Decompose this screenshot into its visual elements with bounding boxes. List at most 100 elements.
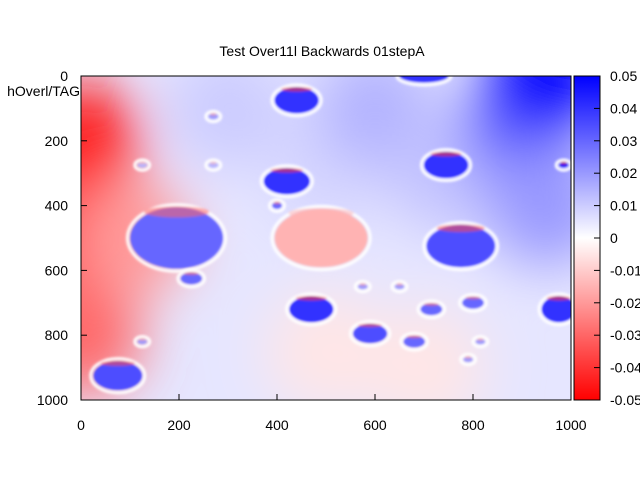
inclusion-edge <box>476 337 484 341</box>
inclusion-body <box>263 168 310 195</box>
inclusion-halo <box>259 164 314 199</box>
y-axis: 0 200 400 600 800 1000 <box>37 68 87 408</box>
colorbar-gradient <box>573 75 601 401</box>
inclusion-halo <box>416 299 447 320</box>
inclusion-edge <box>281 86 313 92</box>
inclusion <box>399 331 429 352</box>
inclusion-edge <box>100 360 135 366</box>
field-sample <box>486 145 571 266</box>
inclusion-halo <box>420 148 473 183</box>
inclusion-body <box>403 335 425 348</box>
colorbar <box>573 75 601 401</box>
colorbar-tick-label: 0 <box>610 230 618 246</box>
colorbar-tick-label: -0.04 <box>610 360 640 376</box>
inclusion <box>420 148 473 183</box>
inclusion-body <box>541 296 571 323</box>
inclusion-halo <box>270 204 372 272</box>
inclusion-edge <box>546 295 571 301</box>
inclusion-edge <box>423 302 439 306</box>
inclusion-halo <box>353 280 372 294</box>
inclusion <box>259 164 314 199</box>
inclusion-edge <box>138 337 146 341</box>
inclusion-halo <box>89 357 147 395</box>
inclusion-halo <box>537 292 571 327</box>
inclusion-edge <box>138 161 146 165</box>
inclusion-edge <box>406 335 422 339</box>
inclusion-edge <box>273 201 281 205</box>
inclusion <box>422 221 500 272</box>
inclusion <box>270 204 372 272</box>
inclusion-edge <box>396 282 403 286</box>
inclusion-body <box>274 208 368 268</box>
colorbar-tick-label: -0.02 <box>610 295 640 311</box>
inclusion-halo <box>390 280 409 294</box>
inclusion-halo <box>133 158 152 172</box>
inclusion <box>126 203 228 273</box>
x-tick-label: 1000 <box>555 417 586 433</box>
field-sample <box>168 76 288 169</box>
colorbar-tick-label: 0.02 <box>610 165 637 181</box>
inclusion <box>537 292 571 327</box>
inclusion-halo <box>126 203 228 273</box>
inclusion-edge <box>209 161 217 165</box>
y-tick-label: 200 <box>45 133 69 149</box>
x-axis: 0 200 400 600 800 1000 <box>77 394 587 433</box>
inclusion <box>353 280 372 294</box>
colorbar-tick-label: 0.01 <box>610 198 637 214</box>
inclusion <box>285 292 338 327</box>
plot-frame <box>80 75 572 401</box>
inclusion-halo <box>204 109 223 124</box>
y-tick-label: 600 <box>45 262 69 278</box>
inclusion-edge <box>407 69 441 72</box>
inclusion-edge <box>143 206 210 218</box>
x-tick-label: 800 <box>461 417 485 433</box>
y-tick-label: 1000 <box>37 392 68 408</box>
inclusion <box>176 268 207 289</box>
colorbar-tick-label: 0.04 <box>610 100 637 116</box>
inclusion <box>416 299 447 320</box>
inclusion-halo <box>458 292 488 313</box>
y-tick-label: 800 <box>45 327 69 343</box>
inclusion-halo <box>422 221 500 272</box>
inclusion-edge <box>560 161 568 165</box>
inclusion <box>471 335 490 349</box>
colorbar-axis: 0.05 0.04 0.03 0.02 0.01 0 -0.01 -0.02 -0.03 -0.0… <box>594 68 640 408</box>
inclusion <box>459 352 478 367</box>
inclusion <box>89 357 147 395</box>
inclusion-halo <box>471 335 490 349</box>
colorbar-tick-label: -0.05 <box>610 392 640 408</box>
y-axis-label: hOverl/TAG <box>7 83 80 99</box>
inclusion-body <box>130 207 224 269</box>
inclusion-halo <box>285 292 338 327</box>
inclusion-edge <box>464 355 472 359</box>
inclusion-body <box>462 296 484 309</box>
inclusion <box>133 158 152 172</box>
x-tick-label: 600 <box>363 417 387 433</box>
inclusion-halo <box>399 331 429 352</box>
inclusion-halo <box>459 352 478 367</box>
inclusion-edge <box>183 272 199 276</box>
inclusion <box>348 319 392 348</box>
inclusion-edge <box>436 224 485 232</box>
inclusion-body <box>424 152 469 179</box>
inclusion <box>268 198 286 213</box>
inclusion-edge <box>359 282 367 286</box>
chart-title: Test Over11l Backwards 01stepA <box>219 43 425 59</box>
inclusion-body <box>272 202 282 209</box>
inclusion-body <box>426 225 496 268</box>
inclusion <box>270 83 323 118</box>
inclusion-halo <box>348 319 392 348</box>
inclusion-edge <box>295 295 327 301</box>
field-sample <box>364 307 484 400</box>
inclusion-edge <box>358 323 383 328</box>
heatmap-content <box>81 69 571 400</box>
inclusion <box>204 109 223 124</box>
inclusion <box>204 158 223 172</box>
inclusion-edge <box>270 167 303 173</box>
colorbar-tick-label: 0.03 <box>610 133 637 149</box>
x-tick-label: 400 <box>265 417 289 433</box>
inclusion-body <box>180 272 203 285</box>
inclusion <box>390 280 409 294</box>
inclusion-body <box>399 76 449 83</box>
